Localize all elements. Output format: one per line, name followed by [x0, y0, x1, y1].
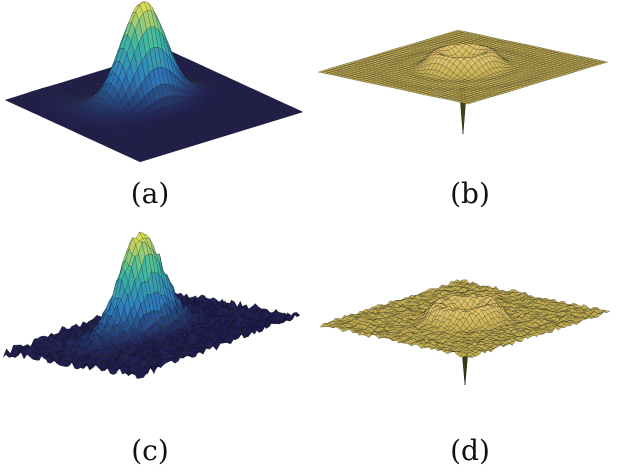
caption-d: (d): [450, 434, 490, 467]
panel-c-surface-plot: [2, 231, 301, 379]
panel-b-surface-plot: [317, 29, 609, 135]
panel-a-surface-plot: [4, 1, 304, 163]
caption-b: (b): [450, 177, 490, 210]
panel-d-surface-plot: [319, 279, 611, 386]
caption-a: (a): [130, 177, 170, 210]
caption-c: (c): [131, 434, 169, 467]
